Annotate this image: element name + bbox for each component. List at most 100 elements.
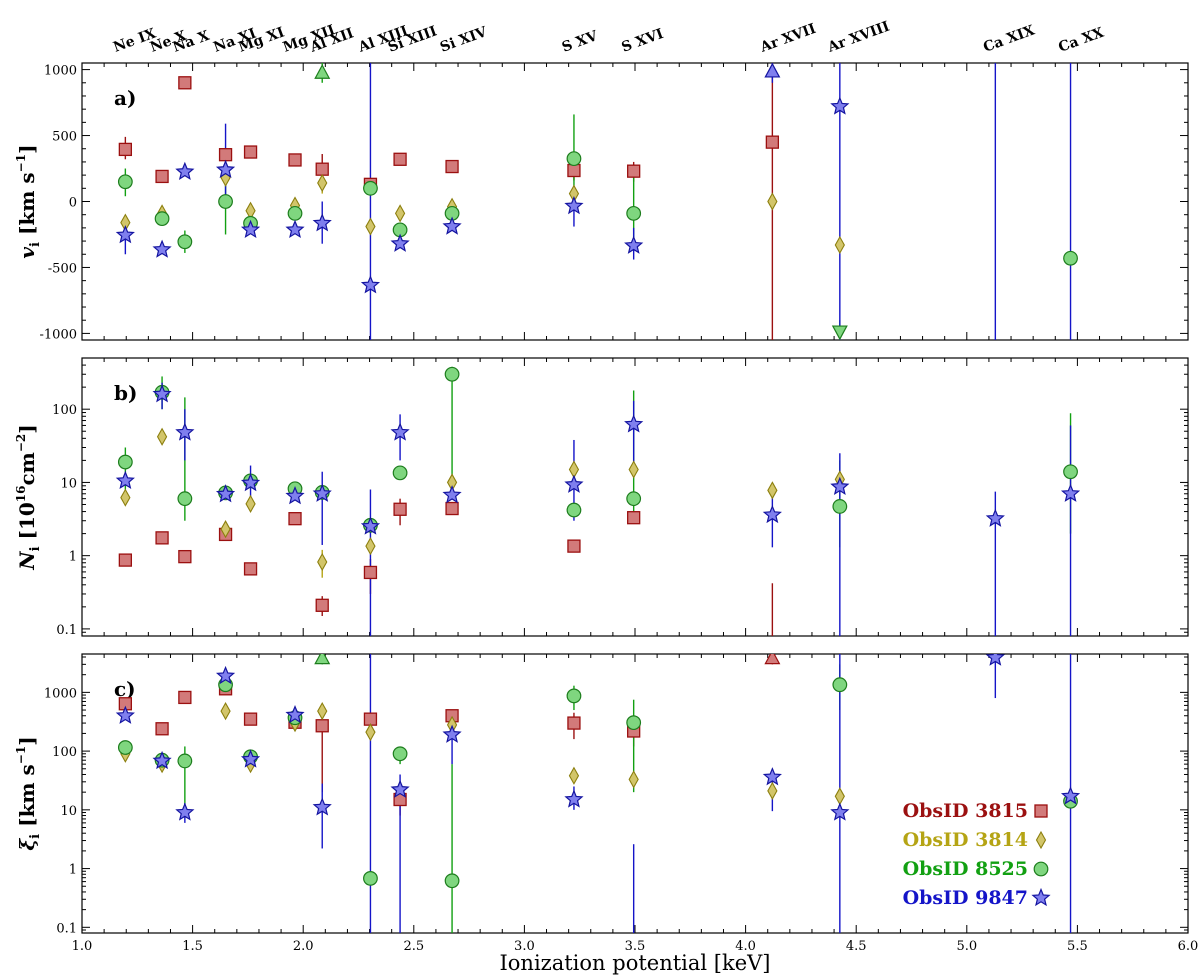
- ion-label-13: Ar XVIII: [825, 19, 892, 56]
- panel-c-point-6: [315, 719, 329, 733]
- panel-b-tag: b): [114, 381, 137, 405]
- panel-c-point-52: [830, 802, 850, 821]
- x-tick-label: 5.5: [1067, 939, 1088, 954]
- panel-b-ytick-label: 0.1: [56, 623, 77, 638]
- panel-a-point-39: [115, 225, 135, 244]
- legend-label-3: ObsID 9847: [903, 887, 1028, 909]
- panel-a-point-26: [154, 211, 170, 227]
- panel-c-point-10: [567, 716, 581, 730]
- panel-c-ionization: 0.1 1 10 100 1000 1.0 1.5 2.0 2.5 3.0 3.5 4.0 4.5 5.0…: [14, 653, 1198, 954]
- panel-b-point-42: [240, 472, 261, 492]
- panel-b-point-43: [285, 486, 305, 505]
- panel-a-point-44: [285, 219, 305, 239]
- panel-b-point-34: [566, 502, 582, 518]
- panel-c-point-34: [444, 873, 460, 889]
- panel-c-ylabel: ξi [km s−1]: [14, 736, 43, 850]
- panel-a-ytick-label: -1000: [40, 327, 77, 342]
- panel-b-point-35: [626, 491, 642, 507]
- panel-a-ytick-label: 500: [52, 130, 77, 145]
- panel-a-point-28: [218, 194, 233, 209]
- panel-b-point-46: [390, 422, 410, 441]
- panel-c-ytick-label: 1: [69, 863, 77, 878]
- panel-a-point-46: [360, 275, 381, 294]
- panel-c-point-37: [832, 677, 848, 693]
- panel-b-point-44: [312, 483, 332, 502]
- panel-c-ytick-label: 1000: [44, 686, 77, 701]
- panel-a-point-0: [118, 142, 133, 157]
- panel-b-ytick-label: 100: [52, 403, 77, 418]
- panel-c-point-54: [1060, 786, 1081, 805]
- legend-marker-2: [1033, 861, 1049, 877]
- panel-c-point-47: [390, 779, 410, 798]
- panel-a-point-30: [287, 205, 303, 221]
- panel-b-ytick-label: 10: [60, 476, 77, 491]
- panel-c-point-49: [564, 789, 584, 808]
- panel-c-point-21: [568, 766, 580, 785]
- ion-label-12: Ar XVII: [757, 21, 818, 56]
- panel-b-point-47: [442, 485, 462, 504]
- ion-label-15: Ca XX: [1056, 25, 1106, 56]
- panel-a-point-42: [215, 159, 236, 178]
- panel-b-point-17: [317, 552, 328, 572]
- panel-b-point-52: [985, 508, 1005, 527]
- x-tick-label: 3.5: [625, 939, 646, 954]
- panel-a-point-49: [564, 196, 584, 215]
- panel-a-point-1: [155, 169, 169, 184]
- panel-b-column-density: 0.1 1 10 100 b) Ni [1016cm−2]: [14, 357, 1189, 638]
- panel-b-point-15: [220, 520, 231, 539]
- panel-b-point-9: [445, 501, 459, 516]
- panel-a-point-27: [177, 234, 193, 250]
- panel-b-point-4: [243, 562, 258, 576]
- panel-c-point-23: [767, 781, 778, 801]
- panel-c-point-40: [152, 750, 172, 770]
- panel-a-point-51: [764, 63, 781, 78]
- panel-b-point-51: [830, 476, 850, 496]
- panel-b-ylabel: Ni [1016cm−2]: [14, 424, 43, 570]
- panel-b-point-13: [120, 488, 131, 507]
- panel-b-point-45: [360, 516, 381, 535]
- panel-a-point-19: [365, 217, 376, 236]
- panel-a-point-18: [317, 173, 328, 193]
- panel-c-point-25: [117, 740, 133, 755]
- x-tick-label: 4.0: [735, 939, 756, 954]
- legend: ObsID 3815 ObsID 3814 ObsID 8525 ObsID 9847: [903, 800, 1051, 909]
- panel-c-point-2: [178, 690, 192, 705]
- panel-c-point-33: [392, 746, 408, 762]
- panel-a-point-48: [442, 216, 462, 235]
- panel-c-tag: c): [114, 677, 136, 701]
- panel-b-point-6: [315, 598, 329, 612]
- panel-c-point-31: [314, 654, 331, 665]
- ion-label-11: S XVI: [620, 26, 666, 56]
- panel-a-point-50: [624, 235, 644, 254]
- x-tick-label: 1.0: [72, 939, 93, 954]
- panel-a-point-23: [767, 192, 778, 211]
- panel-c-point-39: [115, 705, 135, 724]
- panel-a-point-31: [314, 63, 331, 79]
- legend-marker-0: [1034, 804, 1048, 818]
- panel-b-point-10: [567, 539, 581, 553]
- panel-b-point-0: [118, 553, 133, 567]
- panel-a-point-47: [390, 233, 410, 252]
- panel-c-point-22: [628, 770, 639, 789]
- panel-b-point-40: [175, 422, 195, 441]
- ion-label-14: Ca XIX: [981, 22, 1037, 55]
- panel-a-point-25: [117, 174, 133, 190]
- panel-a-point-11: [627, 164, 641, 178]
- panel-b-point-32: [392, 465, 408, 481]
- panel-c-point-43: [240, 749, 261, 768]
- x-axis-label: Ionization potential [keV]: [499, 951, 770, 975]
- panel-c-point-19: [365, 723, 376, 742]
- panel-a-point-45: [312, 213, 332, 232]
- panel-b-point-53: [1060, 483, 1081, 502]
- panel-c-point-32: [363, 871, 378, 886]
- panel-c-point-53: [985, 654, 1005, 666]
- panel-b-point-37: [1063, 464, 1078, 480]
- panel-a-point-12: [765, 135, 780, 149]
- panel-b-point-50: [762, 504, 782, 524]
- panel-c-ytick-label: 0.1: [56, 921, 77, 936]
- panel-b-point-7: [363, 565, 378, 580]
- ion-label-10: S XV: [560, 28, 601, 56]
- panel-a-point-8: [393, 152, 407, 166]
